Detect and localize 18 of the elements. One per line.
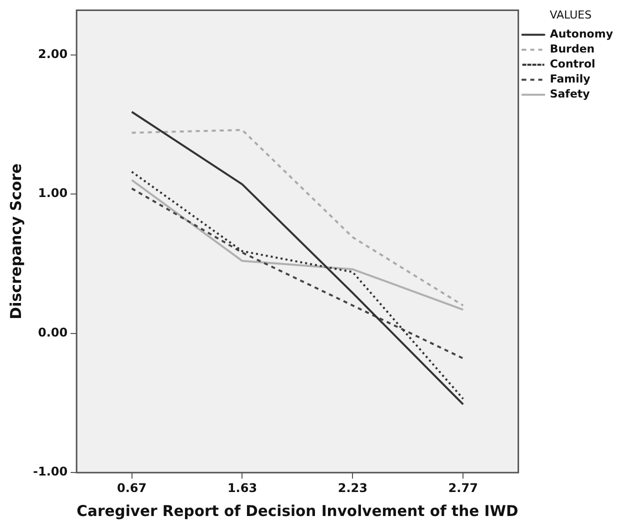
y-tick-label: 2.00 (38, 46, 68, 61)
line-series (130, 128, 464, 306)
legend-label: Safety (550, 88, 590, 101)
legend-label: Autonomy (550, 28, 614, 41)
legend-label: Control (550, 58, 596, 71)
line-series (130, 187, 464, 360)
y-tick-label: -1.00 (32, 464, 68, 479)
legend-label: Family (550, 72, 590, 86)
x-axis-title: Caregiver Report of Decision Involvement of the IWD (76, 502, 518, 520)
x-tick-label: 2.77 (448, 480, 478, 495)
x-tick-label: 0.67 (117, 480, 147, 495)
y-axis-title: Discrepancy Score (6, 163, 25, 320)
legend-label: Burden (550, 42, 595, 56)
y-tick-label: 0.00 (38, 325, 68, 340)
y-tick-label: 1.00 (38, 186, 68, 200)
x-tick-label: 2.23 (338, 480, 368, 495)
legend-title: VALUES (550, 8, 592, 22)
x-tick-label: 1.63 (227, 480, 258, 495)
